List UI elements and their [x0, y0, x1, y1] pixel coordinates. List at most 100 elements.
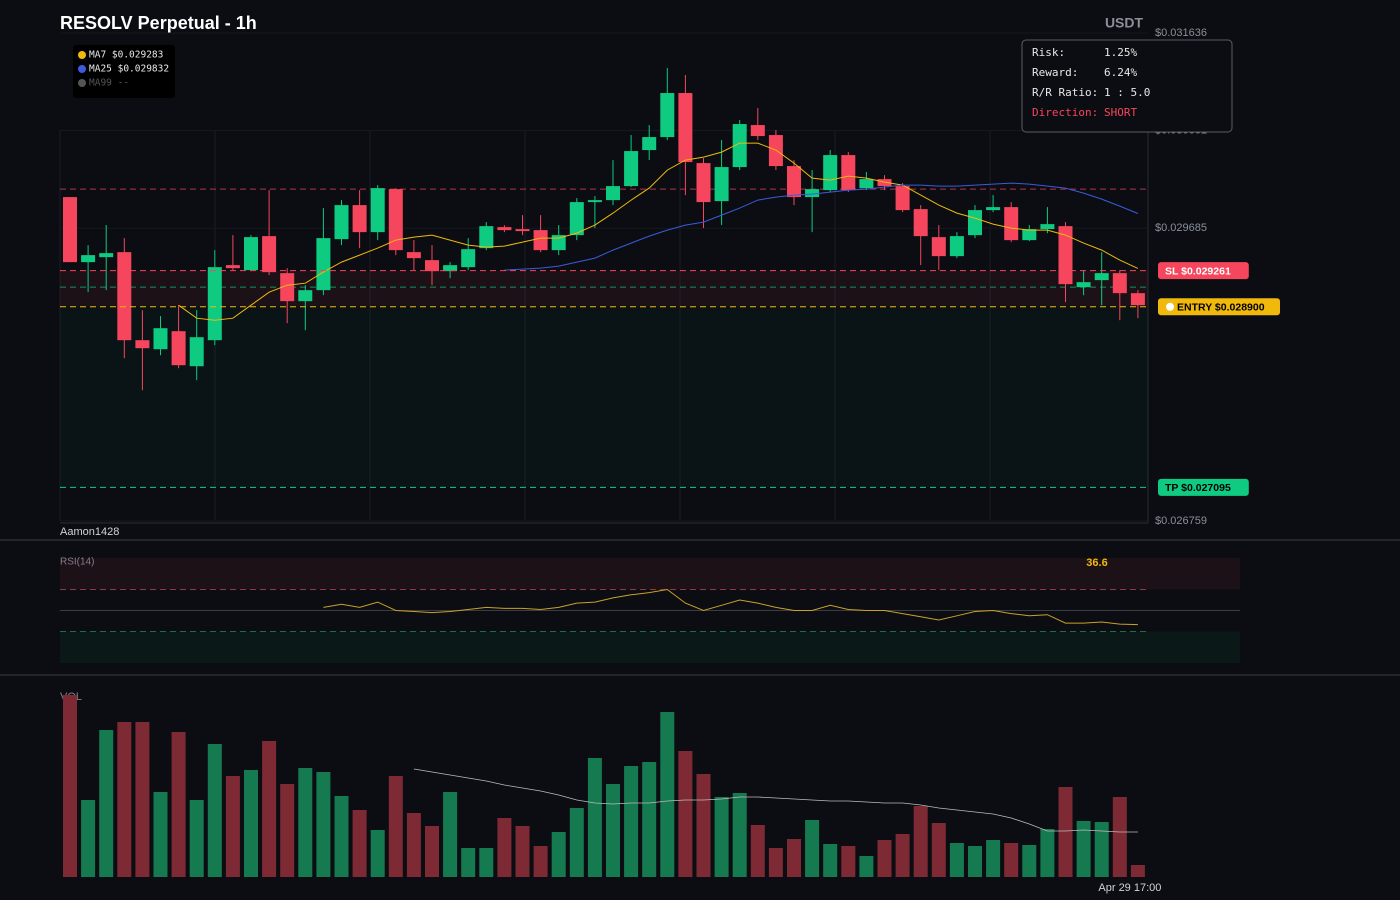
candle-body — [606, 186, 620, 201]
volume-bar — [1130, 865, 1145, 877]
candle-body — [262, 236, 277, 273]
volume-bar — [986, 840, 1001, 877]
info-label: Risk: — [1032, 46, 1065, 59]
volume-bar — [370, 830, 385, 877]
candle-body — [750, 125, 765, 137]
candle-body — [280, 273, 295, 302]
info-value: 1.25% — [1104, 46, 1137, 59]
info-label: R/R Ratio: — [1032, 86, 1098, 99]
ma-line — [504, 182, 1139, 271]
candle-body — [624, 151, 639, 187]
candle-body — [388, 189, 403, 251]
volume-bar — [823, 844, 838, 877]
volume-bar — [515, 826, 530, 877]
volume-bar — [859, 856, 874, 877]
candle-body — [732, 124, 747, 168]
candle-body — [968, 210, 982, 236]
volume-bar — [99, 730, 114, 877]
candle-body — [225, 265, 240, 269]
volume-bar — [316, 772, 331, 877]
candle-body — [986, 207, 1001, 211]
level-label: ENTRY $0.028900 — [1177, 302, 1265, 314]
candle-body — [63, 197, 77, 263]
candle-body — [244, 237, 258, 271]
candle-body — [189, 337, 204, 367]
candle-body — [117, 252, 132, 341]
quote-currency: USDT — [1105, 15, 1144, 31]
candle-body — [787, 166, 801, 198]
volume-bar — [189, 800, 204, 877]
candle-body — [298, 290, 313, 302]
candle-body — [515, 229, 530, 232]
legend-dot — [78, 65, 86, 73]
candle-body — [406, 252, 421, 259]
info-value: 1 : 5.0 — [1104, 86, 1150, 99]
volume-bar — [1004, 843, 1019, 877]
volume-bar — [171, 732, 186, 877]
volume-bar — [624, 766, 639, 877]
y-tick-label: $0.029685 — [1155, 222, 1207, 234]
zone — [60, 270, 1148, 307]
candle-body — [316, 238, 331, 291]
volume-bar — [587, 758, 602, 877]
volume-bar — [732, 793, 747, 877]
volume-bar — [497, 818, 512, 877]
volume-bar — [63, 695, 77, 877]
volume-bar — [913, 806, 928, 877]
volume-bar — [461, 848, 476, 877]
level-label: TP $0.027095 — [1165, 482, 1231, 494]
info-value: 6.24% — [1104, 66, 1137, 79]
candle-body — [1094, 273, 1109, 281]
level-pill — [1158, 262, 1249, 280]
volume-bar — [425, 826, 439, 877]
volume-bar — [135, 722, 150, 877]
volume-bar — [1112, 797, 1127, 877]
volume-bar — [696, 774, 711, 877]
candle-body — [841, 155, 856, 191]
candle-body — [334, 205, 349, 240]
candle-body — [1112, 273, 1127, 294]
candle-body — [949, 236, 964, 257]
volume-bar — [877, 840, 892, 877]
rsi-value: 36.6 — [1086, 557, 1107, 569]
candle-body — [696, 163, 711, 203]
candle-body — [425, 260, 439, 272]
volume-bar — [678, 751, 693, 877]
volume-bar — [479, 848, 494, 877]
zone — [60, 307, 1148, 488]
legend-box — [73, 45, 175, 98]
watermark: Aamon1428 — [60, 526, 119, 538]
legend-entry: MA99 -- — [89, 78, 129, 89]
candle-body — [1004, 207, 1019, 241]
volume-bar — [1058, 787, 1073, 877]
candle-body — [461, 249, 476, 268]
volume-bar — [1040, 829, 1055, 877]
volume-ma-line — [413, 768, 1138, 833]
volume-bar — [642, 762, 657, 877]
volume-bar — [225, 776, 240, 877]
legend-dot — [78, 79, 86, 87]
volume-bar — [443, 792, 458, 877]
rsi-oversold-band — [60, 631, 1240, 663]
y-tick-label: $0.031636 — [1155, 27, 1207, 39]
volume-bar — [81, 800, 96, 877]
volume-bar — [406, 813, 421, 877]
candle-body — [642, 137, 657, 151]
candle-body — [823, 155, 838, 191]
volume-bar — [805, 820, 820, 877]
info-label: Reward: — [1032, 66, 1078, 79]
y-tick-label: $0.026759 — [1155, 515, 1207, 527]
volume-bar — [750, 825, 765, 877]
candle-body — [895, 186, 910, 211]
candle-body — [370, 188, 385, 233]
volume-bar — [841, 846, 856, 877]
volume-bar — [280, 784, 295, 877]
volume-bar — [388, 776, 403, 877]
rsi-overbought-band — [60, 558, 1240, 590]
candle-body — [931, 237, 946, 257]
x-tick-label: Apr 29 17:00 — [1098, 882, 1161, 894]
candle-body — [207, 267, 222, 341]
candle-body — [533, 230, 548, 251]
